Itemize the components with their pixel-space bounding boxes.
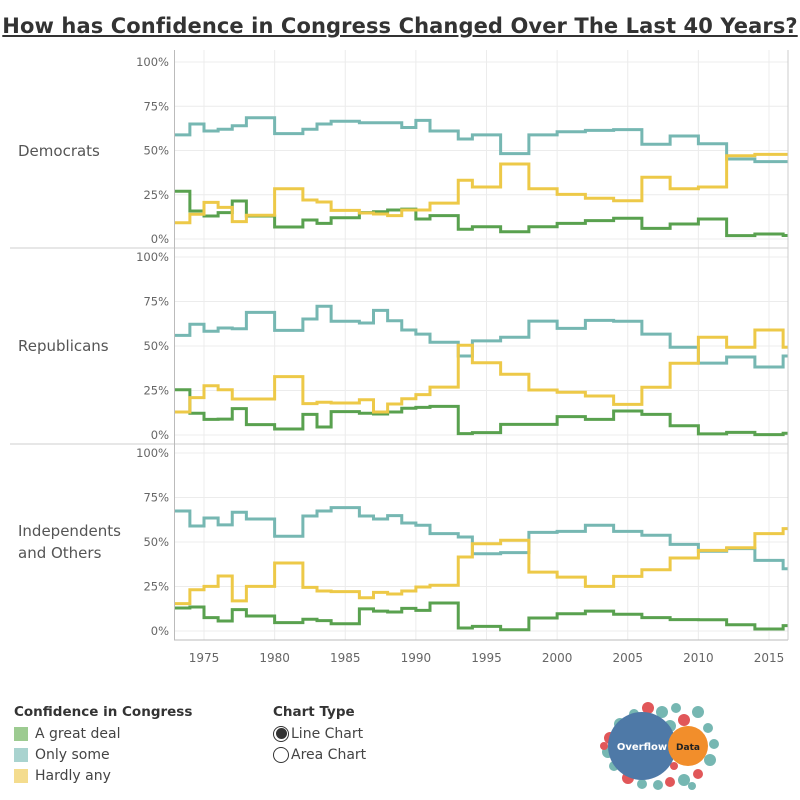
x-tick-label: 1995 — [471, 651, 502, 665]
legend-label: Only some — [35, 746, 110, 763]
y-tick-label: 50% — [143, 144, 169, 158]
logo-circle-data — [668, 726, 708, 766]
radio-selected-icon[interactable] — [273, 725, 289, 742]
legend-swatch — [14, 747, 28, 762]
y-tick-label: 0% — [151, 428, 169, 442]
logo-circle-overflow — [608, 712, 676, 780]
logo-text-data: Data — [676, 743, 700, 753]
x-tick-label: 1980 — [259, 651, 290, 665]
legend-title: Confidence in Congress — [14, 704, 193, 720]
legend-swatch — [14, 726, 28, 741]
chart-type-control: Chart Type Line Chart Area Chart — [273, 704, 366, 765]
x-tick-label: 1985 — [330, 651, 361, 665]
data-overflow-logo: Overflow Data — [600, 702, 719, 790]
x-tick-label: 1990 — [401, 651, 432, 665]
x-tick-label: 2015 — [754, 651, 785, 665]
radio-unselected-icon[interactable] — [273, 746, 289, 763]
y-tick-label: 25% — [143, 580, 169, 594]
panel-label-democrats: Democrats — [18, 142, 100, 160]
logo-text-overflow: Overflow — [617, 742, 667, 753]
series-line-hardly-any — [175, 328, 788, 414]
series-line-hardly-any — [175, 527, 788, 606]
chart-type-title: Chart Type — [273, 704, 355, 720]
panel-label-independents: Independents and Others — [18, 522, 121, 562]
y-tick-label: 25% — [143, 188, 169, 202]
legend-label: Hardly any — [35, 767, 111, 784]
y-tick-label: 100% — [136, 250, 169, 264]
series-line-only-some — [175, 506, 788, 571]
x-tick-label: 1975 — [189, 651, 220, 665]
y-tick-label: 25% — [143, 384, 169, 398]
y-tick-label: 50% — [143, 339, 169, 353]
y-tick-label: 0% — [151, 624, 169, 638]
y-tick-label: 50% — [143, 535, 169, 549]
radio-line-chart[interactable]: Line Chart — [273, 723, 366, 744]
series-line-a-great-deal — [175, 189, 788, 238]
y-tick-label: 0% — [151, 232, 169, 246]
color-legend: Confidence in Congress A great deal Only… — [14, 704, 192, 786]
legend-label: A great deal — [35, 725, 121, 742]
legend-item-great-deal[interactable]: A great deal — [14, 723, 192, 744]
legend-item-hardly-any[interactable]: Hardly any — [14, 765, 192, 786]
series-line-hardly-any — [175, 152, 788, 225]
series-line-only-some — [175, 116, 788, 164]
y-tick-label: 100% — [136, 55, 169, 69]
x-tick-label: 2000 — [542, 651, 573, 665]
legend-swatch — [14, 768, 28, 783]
series-line-a-great-deal — [175, 388, 788, 437]
series-line-only-some — [175, 304, 788, 369]
y-tick-label: 75% — [143, 491, 169, 505]
legend-item-only-some[interactable]: Only some — [14, 744, 192, 765]
series-line-a-great-deal — [175, 601, 788, 632]
chart-area: 1975 1980 1985 1990 1995 2000 2005 2010 2015 0% 25… — [10, 50, 789, 665]
panel-label-republicans: Republicans — [18, 337, 109, 355]
y-tick-label: 75% — [143, 99, 169, 113]
radio-label: Area Chart — [291, 746, 367, 763]
radio-area-chart[interactable]: Area Chart — [273, 744, 366, 765]
chart-title: How has Confidence in Congress Changed O… — [2, 14, 798, 38]
y-tick-label: 100% — [136, 446, 169, 460]
radio-label: Line Chart — [291, 725, 364, 742]
x-tick-label: 2005 — [612, 651, 643, 665]
x-tick-label: 2010 — [683, 651, 714, 665]
y-tick-label: 75% — [143, 295, 169, 309]
